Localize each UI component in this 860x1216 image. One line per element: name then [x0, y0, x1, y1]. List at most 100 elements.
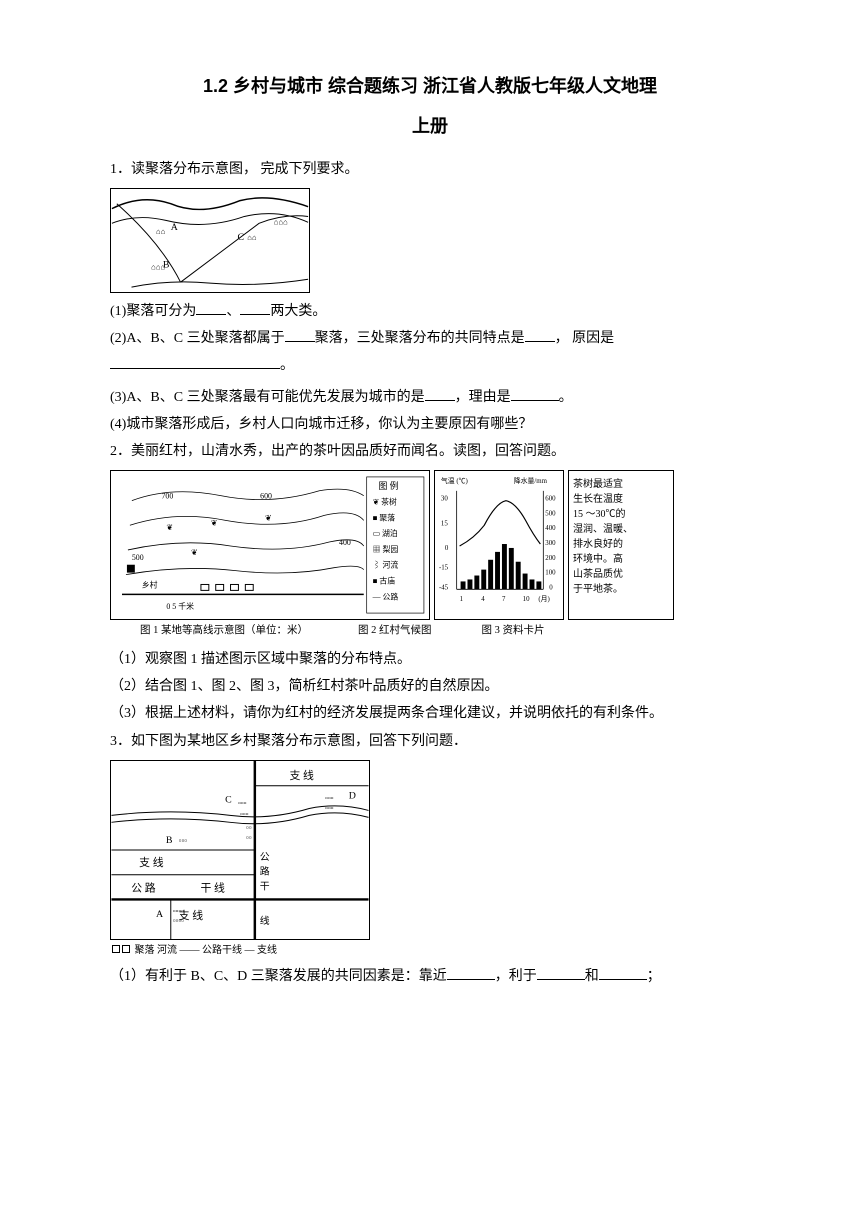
- svg-text:-15: -15: [439, 565, 449, 572]
- q3-sub1-b: ，利于: [495, 969, 537, 984]
- legend-icon: [122, 945, 130, 953]
- q2-sub1: （1）观察图 1 描述图示区域中聚落的分布特点。: [110, 647, 750, 672]
- blank: [285, 328, 315, 342]
- q3-sub1: （1）有利于 B、C、D 三聚落发展的共同因素是：靠近，利于和；: [110, 964, 750, 989]
- svg-text:❦: ❦: [166, 523, 173, 532]
- svg-text:0: 0: [445, 545, 449, 552]
- q2-captions: 图 1 某地等高线示意图（单位：米） 图 2 红村气候图 图 3 资料卡片: [140, 622, 750, 647]
- svg-text:⌂⌂⌂: ⌂⌂⌂: [274, 217, 288, 226]
- svg-text:▫▫: ▫▫: [246, 833, 252, 842]
- svg-text:600: 600: [260, 492, 272, 501]
- q3-figure: 支 线 支 线 公 路 干 线 公 路 干 线 支 线 ▫▫▫ B ▫▫▫ ▫▫…: [110, 760, 370, 940]
- svg-text:7: 7: [502, 596, 506, 603]
- svg-text:线: 线: [260, 914, 270, 927]
- svg-text:⌇ 河流: ⌇ 河流: [373, 560, 399, 570]
- svg-text:15: 15: [441, 520, 448, 527]
- svg-text:A: A: [171, 222, 178, 233]
- blank: [525, 328, 555, 342]
- q1-sub3-b: ，理由是: [455, 390, 511, 405]
- svg-text:❦ 茶树: ❦ 茶树: [373, 497, 397, 507]
- svg-text:▫▫▫: ▫▫▫: [325, 803, 334, 812]
- q1-sub1-sep: 、: [226, 304, 240, 319]
- blank: [240, 301, 270, 315]
- q2-fig3-t3: 15 ～30℃的: [573, 507, 669, 522]
- q1-sub3: (3)A、B、C 三处聚落最有可能优先发展为城市的是 ，理由是 。: [110, 385, 750, 410]
- svg-text:公 路: 公 路: [131, 881, 156, 894]
- svg-text:D: D: [349, 790, 356, 801]
- blank: [425, 387, 455, 401]
- svg-text:气温 (℃): 气温 (℃): [441, 476, 468, 485]
- svg-text:❦: ❦: [265, 513, 272, 522]
- q1-sub2-a: (2)A、B、C 三处聚落都属于: [110, 331, 285, 346]
- svg-text:-45: -45: [439, 584, 449, 591]
- svg-text:支 线: 支 线: [289, 768, 314, 782]
- svg-text:(月): (月): [538, 595, 549, 603]
- svg-text:C: C: [225, 794, 232, 805]
- svg-text:0: 0: [549, 584, 553, 591]
- q3-sub1-a: （1）有利于 B、C、D 三聚落发展的共同因素是：靠近: [110, 969, 447, 984]
- q2-fig3-t2: 生长在温度: [573, 492, 669, 507]
- svg-text:干 线: 干 线: [200, 880, 225, 894]
- blank: [447, 966, 495, 980]
- q2-cap2: 图 2 红村气候图: [358, 622, 432, 641]
- svg-text:⌂⌂: ⌂⌂: [247, 233, 256, 242]
- q1-stem: 1．读聚落分布示意图， 完成下列要求。: [110, 157, 750, 182]
- svg-text:C: C: [237, 232, 244, 243]
- q2-figures: 图 例 ❦ 茶树 ■ 聚落 ▭ 湖泊 ▦ 梨园 ⌇ 河流 ■ 古庙 — 公路 7…: [110, 470, 750, 620]
- blank: [196, 301, 226, 315]
- svg-text:降水量/mm: 降水量/mm: [514, 476, 548, 485]
- svg-text:▦ 梨园: ▦ 梨园: [373, 545, 399, 554]
- svg-text:⌂⌂⌂: ⌂⌂⌂: [151, 262, 165, 271]
- q3-legend: 聚落 河流 —— 公路干线 — 支线: [112, 942, 750, 960]
- q1-sub3-a: (3)A、B、C 三处聚落最有可能优先发展为城市的是: [110, 390, 425, 405]
- q2-fig3-t7: 山茶品质优: [573, 567, 669, 582]
- svg-text:10: 10: [523, 596, 530, 603]
- q1-sub2-line2: 。: [110, 353, 750, 378]
- svg-text:❦: ❦: [191, 548, 198, 557]
- q2-fig3-t6: 环境中。高: [573, 552, 669, 567]
- svg-text:300: 300: [545, 540, 556, 547]
- svg-text:100: 100: [545, 570, 556, 577]
- q1-sub3-c: 。: [559, 390, 573, 405]
- svg-text:500: 500: [132, 553, 144, 562]
- q2-fig3-t5: 排水良好的: [573, 537, 669, 552]
- svg-text:400: 400: [339, 538, 351, 547]
- svg-text:■ 聚落: ■ 聚落: [373, 512, 396, 522]
- svg-text:600: 600: [545, 496, 556, 503]
- svg-text:▫▫▫: ▫▫▫: [240, 809, 249, 818]
- svg-text:支 线: 支 线: [139, 855, 164, 869]
- svg-text:▫▫▫▫: ▫▫▫▫: [173, 906, 184, 915]
- svg-text:⌂⌂: ⌂⌂: [156, 227, 165, 236]
- q1-sub4: (4)城市聚落形成后，乡村人口向城市迁移，你认为主要原因有哪些？: [110, 412, 750, 437]
- page-subtitle: 上册: [110, 110, 750, 142]
- svg-text:30: 30: [441, 496, 448, 503]
- q2-sub3: （3）根据上述材料，请你为红村的经济发展提两条合理化建议，并说明依托的有利条件。: [110, 701, 750, 726]
- q2-sub2: （2）结合图 1、图 2、图 3，简析红村茶叶品质好的自然原因。: [110, 674, 750, 699]
- svg-text:路: 路: [260, 864, 270, 877]
- q3-stem: 3．如下图为某地区乡村聚落分布示意图，回答下列问题．: [110, 729, 750, 754]
- svg-text:▫▫: ▫▫: [246, 823, 252, 832]
- svg-text:400: 400: [545, 525, 556, 532]
- svg-text:■ 古庙: ■ 古庙: [373, 576, 396, 586]
- q1-sub2: (2)A、B、C 三处聚落都属于聚落，三处聚落分布的共同特点是， 原因是: [110, 326, 750, 351]
- svg-text:❦: ❦: [211, 518, 218, 527]
- svg-text:200: 200: [545, 555, 556, 562]
- svg-text:公: 公: [260, 852, 270, 863]
- q2-fig1: 图 例 ❦ 茶树 ■ 聚落 ▭ 湖泊 ▦ 梨园 ⌇ 河流 ■ 古庙 — 公路 7…: [110, 470, 430, 620]
- q1-figure: A B C ⌂⌂ ⌂⌂⌂ ⌂⌂ ⌂⌂⌂: [110, 188, 310, 293]
- svg-text:A: A: [156, 909, 164, 920]
- svg-text:4: 4: [481, 596, 485, 603]
- blank: [599, 966, 647, 980]
- q2-stem: 2．美丽红村，山清水秀，出产的茶叶因品质好而闻名。读图，回答问题。: [110, 439, 750, 464]
- q1-sub2-end: 。: [280, 358, 294, 373]
- svg-text:▭ 湖泊: ▭ 湖泊: [373, 528, 398, 538]
- q2-fig3-t8: 于平地茶。: [573, 582, 669, 597]
- svg-text:▫▫▫: ▫▫▫: [325, 793, 334, 802]
- page-title: 1.2 乡村与城市 综合题练习 浙江省人教版七年级人文地理: [110, 70, 750, 102]
- q1-sub1-pre: (1)聚落可分为: [110, 304, 196, 319]
- q2-fig3-t1: 茶树最适宜: [573, 477, 669, 492]
- svg-text:700: 700: [161, 492, 173, 501]
- blank: [110, 355, 280, 369]
- svg-text:— 公路: — 公路: [372, 591, 399, 601]
- q1-sub1: (1)聚落可分为、两大类。: [110, 299, 750, 324]
